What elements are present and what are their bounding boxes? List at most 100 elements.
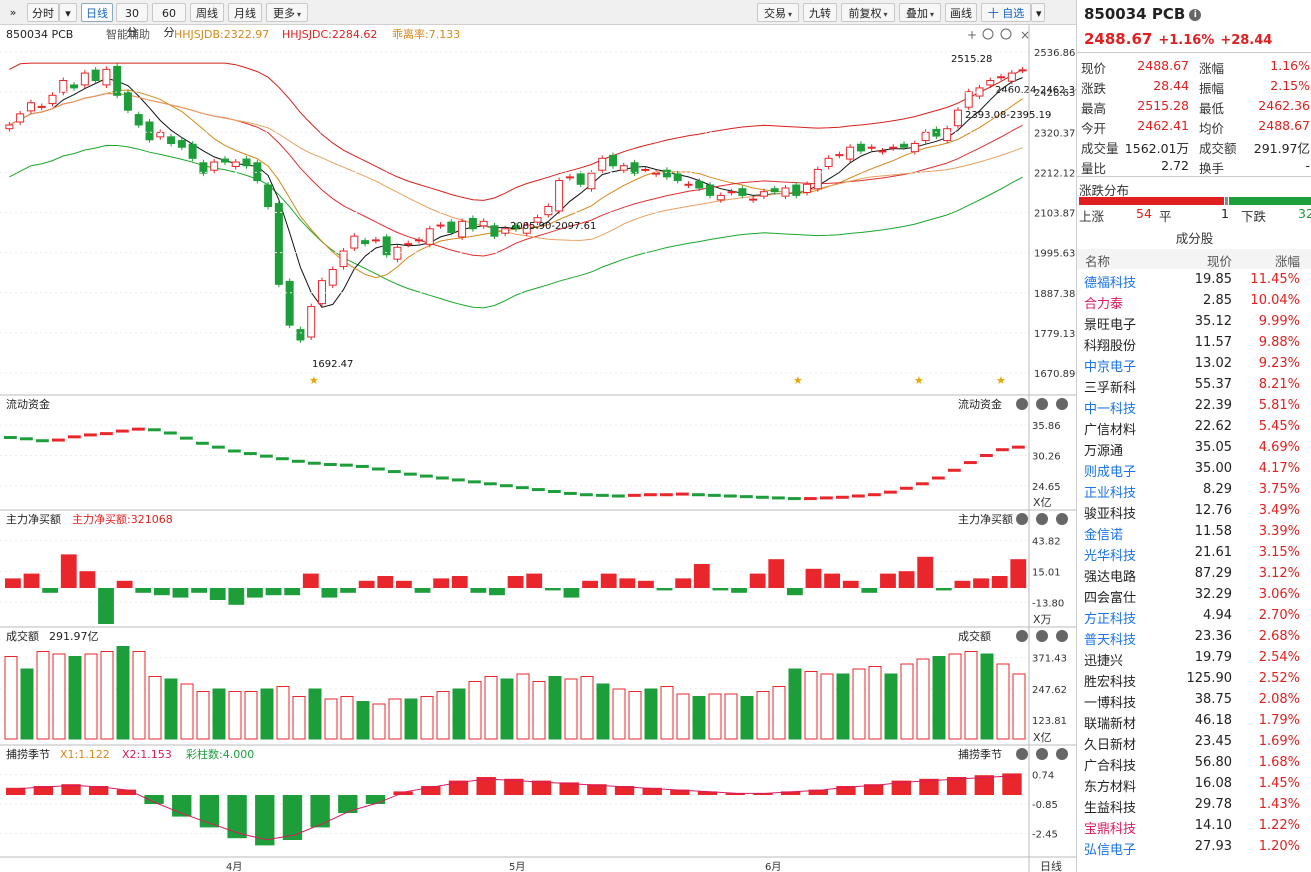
watchlist-dropdown-icon[interactable]: ▾ — [1031, 3, 1045, 22]
constituent-row[interactable]: 普天科技 23.36 2.68% — [1077, 627, 1311, 648]
constituent-row[interactable]: 则成电子 35.00 4.17% — [1077, 459, 1311, 480]
stock-name[interactable]: 三孚新科 — [1084, 381, 1137, 396]
stock-name[interactable]: 德福科技 — [1084, 276, 1137, 291]
info-icon[interactable]: i — [1189, 8, 1202, 21]
constituent-row[interactable]: 中京电子 13.02 9.23% — [1077, 354, 1311, 375]
more-dropdown[interactable]: 更多 ▾ — [266, 3, 308, 22]
stock-name[interactable]: 迅捷兴 — [1084, 654, 1124, 669]
col-price[interactable]: 现价 — [1206, 254, 1232, 269]
stock-name[interactable]: 方正科技 — [1084, 612, 1137, 627]
period-label[interactable]: 日线 — [1040, 859, 1062, 872]
constituent-row[interactable]: 强达电路 87.29 3.12% — [1077, 564, 1311, 585]
constituent-row[interactable]: 景旺电子 35.12 9.99% — [1077, 312, 1311, 333]
net-bar — [768, 559, 785, 588]
stock-name[interactable]: 中京电子 — [1084, 360, 1137, 375]
gear-icon[interactable] — [1000, 28, 1012, 40]
constituent-row[interactable]: 合力泰 2.85 10.04% — [1077, 291, 1311, 312]
stock-name[interactable]: 光华科技 — [1084, 549, 1137, 564]
main-panel-icons[interactable]: + × — [967, 28, 1030, 42]
stock-name[interactable]: 一博科技 — [1084, 696, 1137, 711]
plus-icon[interactable]: + — [967, 28, 977, 42]
close-icon[interactable] — [1056, 513, 1068, 525]
tab-intraday[interactable]: 分时 — [27, 3, 59, 22]
tab-monthly[interactable]: 月线 — [228, 3, 262, 22]
close-icon[interactable] — [1056, 630, 1068, 642]
constituent-row[interactable]: 广信材料 22.62 5.45% — [1077, 417, 1311, 438]
tab-daily[interactable]: 日线 — [81, 3, 113, 22]
draw-button[interactable]: 画线 — [945, 3, 977, 22]
close-icon[interactable]: × — [1020, 28, 1030, 42]
close-icon[interactable] — [1056, 748, 1068, 760]
volume-bar — [948, 653, 962, 740]
stock-name[interactable]: 久日新材 — [1084, 738, 1137, 753]
expand-icon[interactable]: » — [9, 6, 17, 19]
intraday-dropdown-icon[interactable]: ▾ — [59, 3, 77, 22]
constituent-row[interactable]: 弘信电子 27.93 1.20% — [1077, 837, 1311, 858]
stock-name[interactable]: 金信诺 — [1084, 528, 1124, 543]
col-name[interactable]: 名称 — [1085, 254, 1111, 269]
constituent-row[interactable]: 四会富仕 32.29 3.06% — [1077, 585, 1311, 606]
constituent-row[interactable]: 科翔股份 11.57 9.88% — [1077, 333, 1311, 354]
constituent-row[interactable]: 广合科技 56.80 1.68% — [1077, 753, 1311, 774]
help-icon[interactable] — [1036, 630, 1048, 642]
constituent-row[interactable]: 迅捷兴 19.79 2.54% — [1077, 648, 1311, 669]
stock-name[interactable]: 联瑞新材 — [1084, 717, 1137, 732]
nine-turn-button[interactable]: 九转 — [803, 3, 837, 22]
smart-assist-toggle[interactable]: 智能辅助 — [106, 27, 150, 41]
tab-60min[interactable]: 60分 — [152, 3, 186, 39]
help-icon[interactable] — [1016, 513, 1028, 525]
constituent-row[interactable]: 德福科技 19.85 11.45% — [1077, 270, 1311, 291]
constituent-row[interactable]: 中一科技 22.39 5.81% — [1077, 396, 1311, 417]
stock-name[interactable]: 骏亚科技 — [1084, 507, 1137, 522]
help-icon[interactable] — [1016, 630, 1028, 642]
stock-name[interactable]: 弘信电子 — [1084, 843, 1137, 858]
constituent-row[interactable]: 一博科技 38.75 2.08% — [1077, 690, 1311, 711]
help-icon[interactable] — [1036, 748, 1048, 760]
constituent-row[interactable]: 正业科技 8.29 3.75% — [1077, 480, 1311, 501]
help-icon[interactable] — [1036, 513, 1048, 525]
constituent-row[interactable]: 联瑞新材 46.18 1.79% — [1077, 711, 1311, 732]
constituent-row[interactable]: 光华科技 21.61 3.15% — [1077, 543, 1311, 564]
help-icon[interactable] — [1036, 398, 1048, 410]
add-watchlist-button[interactable]: 十 自选 — [981, 3, 1031, 22]
trade-dropdown[interactable]: 交易 ▾ — [757, 3, 799, 22]
stock-name[interactable]: 合力泰 — [1084, 297, 1124, 312]
stock-name[interactable]: 中一科技 — [1084, 402, 1137, 417]
constituent-row[interactable]: 三孚新科 55.37 8.21% — [1077, 375, 1311, 396]
stock-name[interactable]: 宝鼎科技 — [1084, 822, 1137, 837]
stock-name[interactable]: 四会富仕 — [1084, 591, 1137, 606]
close-icon[interactable] — [1056, 398, 1068, 410]
overlay-dropdown[interactable]: 叠加 ▾ — [899, 3, 941, 22]
tab-30min[interactable]: 30分 — [116, 3, 148, 39]
constituent-row[interactable]: 宝鼎科技 14.10 1.22% — [1077, 816, 1311, 837]
constituent-row[interactable]: 胜宏科技 125.90 2.52% — [1077, 669, 1311, 690]
stock-name[interactable]: 普天科技 — [1084, 633, 1137, 648]
stock-name[interactable]: 东方材料 — [1084, 780, 1137, 795]
stock-name[interactable]: 正业科技 — [1084, 486, 1137, 501]
stock-name[interactable]: 胜宏科技 — [1084, 675, 1137, 690]
constituent-row[interactable]: 生益科技 29.78 1.43% — [1077, 795, 1311, 816]
stock-name[interactable]: 广信材料 — [1084, 423, 1137, 438]
stock-name[interactable]: 生益科技 — [1084, 801, 1137, 816]
price-tick: 2320.37 — [1034, 128, 1075, 139]
chart-area[interactable]: 850034 PCB 智能辅助 HHJSJDB:2322.97 HHJSJDC:… — [0, 25, 1081, 872]
constituent-row[interactable]: 东方材料 16.08 1.45% — [1077, 774, 1311, 795]
col-pct[interactable]: 涨幅 — [1274, 254, 1300, 269]
constituent-row[interactable]: 方正科技 4.94 2.70% — [1077, 606, 1311, 627]
stock-name[interactable]: 广合科技 — [1084, 759, 1137, 774]
constituent-row[interactable]: 久日新材 23.45 1.69% — [1077, 732, 1311, 753]
stock-name[interactable]: 景旺电子 — [1084, 318, 1137, 333]
help-icon[interactable] — [1016, 748, 1028, 760]
constituent-row[interactable]: 骏亚科技 12.76 3.49% — [1077, 501, 1311, 522]
adjust-dropdown[interactable]: 前复权 ▾ — [841, 3, 895, 22]
stock-name[interactable]: 则成电子 — [1084, 465, 1137, 480]
stock-name[interactable]: 万源通 — [1084, 444, 1124, 459]
stock-name[interactable]: 科翔股份 — [1084, 339, 1137, 354]
constituent-row[interactable]: 万源通 35.05 4.69% — [1077, 438, 1311, 459]
tab-weekly[interactable]: 周线 — [190, 3, 224, 22]
stock-name[interactable]: 强达电路 — [1084, 570, 1137, 585]
zoom-icon[interactable] — [982, 28, 994, 40]
panel-title-right: 主力净买额 — [958, 512, 1013, 526]
help-icon[interactable] — [1016, 398, 1028, 410]
constituent-row[interactable]: 金信诺 11.58 3.39% — [1077, 522, 1311, 543]
